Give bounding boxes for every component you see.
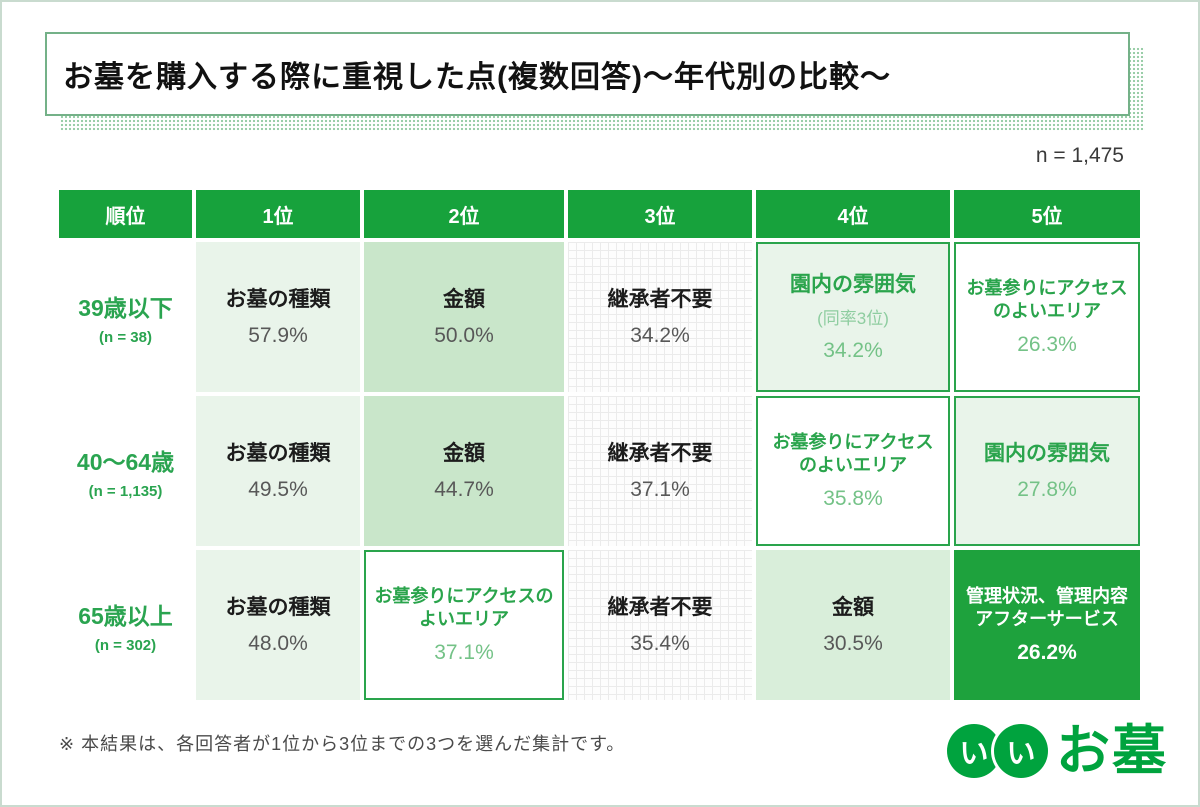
rank-item-percent: 35.4% bbox=[630, 631, 690, 655]
rank-cell-r3c5: 管理状況、管理内容 アフターサービス 26.2% bbox=[954, 550, 1140, 700]
rank-item-label: 金額 bbox=[443, 288, 485, 312]
logo-circle-icon: い bbox=[994, 724, 1048, 778]
rank-item-label: お墓の種類 bbox=[225, 288, 331, 312]
rank-item-percent: 35.8% bbox=[823, 487, 883, 511]
rank-cell-r2c3: 継承者不要 37.1% bbox=[568, 396, 752, 546]
rank-item-label: 金額 bbox=[443, 442, 485, 466]
rank-item-percent: 37.1% bbox=[630, 477, 690, 501]
logo-circle-icon: い bbox=[947, 724, 1001, 778]
rank-cell-r3c3: 継承者不要 35.4% bbox=[568, 550, 752, 700]
ranking-table: 順位 1位 2位 3位 4位 5位 39歳以下 (n = 38) お墓の種類 5… bbox=[59, 190, 1140, 700]
age-group-label: 65歳以上 bbox=[78, 602, 173, 629]
rank-item-label: 管理状況、管理内容 アフターサービス bbox=[966, 585, 1128, 629]
page-title: お墓を購入する際に重視した点(複数回答)〜年代別の比較〜 bbox=[45, 32, 1130, 116]
rank-item-percent: 48.0% bbox=[248, 631, 308, 655]
footnote: ※ 本結果は、各回答者が1位から3位までの3つを選んだ集計です。 bbox=[59, 734, 626, 754]
rank-item-label: お墓参りにアクセス のよいエリア bbox=[772, 431, 934, 475]
rank-cell-r3c2: お墓参りにアクセスの よいエリア 37.1% bbox=[364, 550, 564, 700]
title-banner: お墓を購入する際に重視した点(複数回答)〜年代別の比較〜 bbox=[45, 32, 1145, 131]
rank-item-percent: 57.9% bbox=[248, 323, 308, 347]
rank-item-percent: 27.8% bbox=[1017, 477, 1077, 501]
age-group-n: (n = 38) bbox=[99, 328, 152, 346]
sample-size-label: n = 1,475 bbox=[1035, 144, 1124, 167]
rank-cell-r3c1: お墓の種類 48.0% bbox=[196, 550, 360, 700]
rank-item-percent: 49.5% bbox=[248, 477, 308, 501]
rank-item-label: お墓参りにアクセス のよいエリア bbox=[966, 277, 1128, 321]
rank-cell-r1c4: 園内の雰囲気 (同率3位) 34.2% bbox=[756, 242, 950, 392]
age-group-n: (n = 1,135) bbox=[88, 482, 163, 500]
rank-item-label: 継承者不要 bbox=[607, 596, 713, 620]
rank-item-percent: 26.2% bbox=[1017, 641, 1077, 665]
column-header-5th: 5位 bbox=[954, 190, 1140, 238]
rank-item-label: お墓の種類 bbox=[225, 596, 331, 620]
rank-item-percent: 44.7% bbox=[434, 477, 494, 501]
rank-item-percent: 37.1% bbox=[434, 641, 494, 665]
brand-logo: い い お墓 bbox=[947, 712, 1168, 790]
rank-item-label: お墓参りにアクセスの よいエリア bbox=[374, 585, 554, 629]
rank-cell-r2c1: お墓の種類 49.5% bbox=[196, 396, 360, 546]
rank-cell-r3c4: 金額 30.5% bbox=[756, 550, 950, 700]
age-group-header-40-64: 40〜64歳 (n = 1,135) bbox=[59, 396, 192, 546]
column-header-2nd: 2位 bbox=[364, 190, 564, 238]
age-group-header-65plus: 65歳以上 (n = 302) bbox=[59, 550, 192, 700]
rank-cell-r2c2: 金額 44.7% bbox=[364, 396, 564, 546]
rank-item-label: 継承者不要 bbox=[607, 288, 713, 312]
rank-cell-r2c4: お墓参りにアクセス のよいエリア 35.8% bbox=[756, 396, 950, 546]
rank-item-label: 継承者不要 bbox=[607, 442, 713, 466]
rank-cell-r1c5: お墓参りにアクセス のよいエリア 26.3% bbox=[954, 242, 1140, 392]
rank-item-note: (同率3位) bbox=[817, 309, 889, 329]
rank-cell-r1c2: 金額 50.0% bbox=[364, 242, 564, 392]
age-group-n: (n = 302) bbox=[94, 636, 157, 654]
age-group-label: 40〜64歳 bbox=[76, 448, 175, 475]
rank-item-label: 園内の雰囲気 bbox=[984, 442, 1110, 466]
rank-item-percent: 34.2% bbox=[823, 339, 883, 363]
rank-item-label: 金額 bbox=[832, 596, 874, 620]
age-group-header-under39: 39歳以下 (n = 38) bbox=[59, 242, 192, 392]
column-header-rank: 順位 bbox=[59, 190, 192, 238]
logo-wordmark: お墓 bbox=[1056, 721, 1168, 781]
rank-cell-r2c5: 園内の雰囲気 27.8% bbox=[954, 396, 1140, 546]
rank-cell-r1c3: 継承者不要 34.2% bbox=[568, 242, 752, 392]
age-group-label: 39歳以下 bbox=[78, 294, 173, 321]
rank-item-percent: 30.5% bbox=[823, 631, 883, 655]
rank-item-percent: 50.0% bbox=[434, 323, 494, 347]
column-header-4th: 4位 bbox=[756, 190, 950, 238]
column-header-1st: 1位 bbox=[196, 190, 360, 238]
rank-item-percent: 26.3% bbox=[1017, 333, 1077, 357]
rank-item-label: 園内の雰囲気 bbox=[790, 272, 916, 296]
rank-item-percent: 34.2% bbox=[630, 323, 690, 347]
column-header-3rd: 3位 bbox=[568, 190, 752, 238]
rank-item-label: お墓の種類 bbox=[225, 442, 331, 466]
rank-cell-r1c1: お墓の種類 57.9% bbox=[196, 242, 360, 392]
